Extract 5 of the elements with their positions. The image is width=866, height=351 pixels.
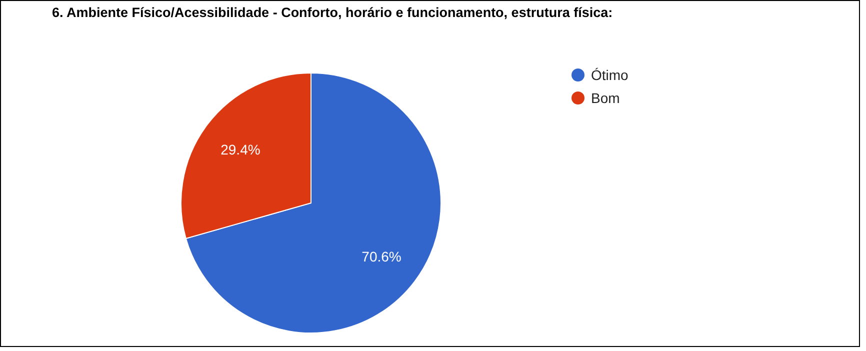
data-label: 70.6% <box>362 248 402 264</box>
legend-label: Bom <box>591 88 620 106</box>
legend-label: Ótimo <box>591 66 628 84</box>
chart-title: 6. Ambiente Físico/Acessibilidade - Conforto, horário e funcionamento, estrutura física: <box>52 5 614 21</box>
data-label: 29.4% <box>220 142 260 158</box>
